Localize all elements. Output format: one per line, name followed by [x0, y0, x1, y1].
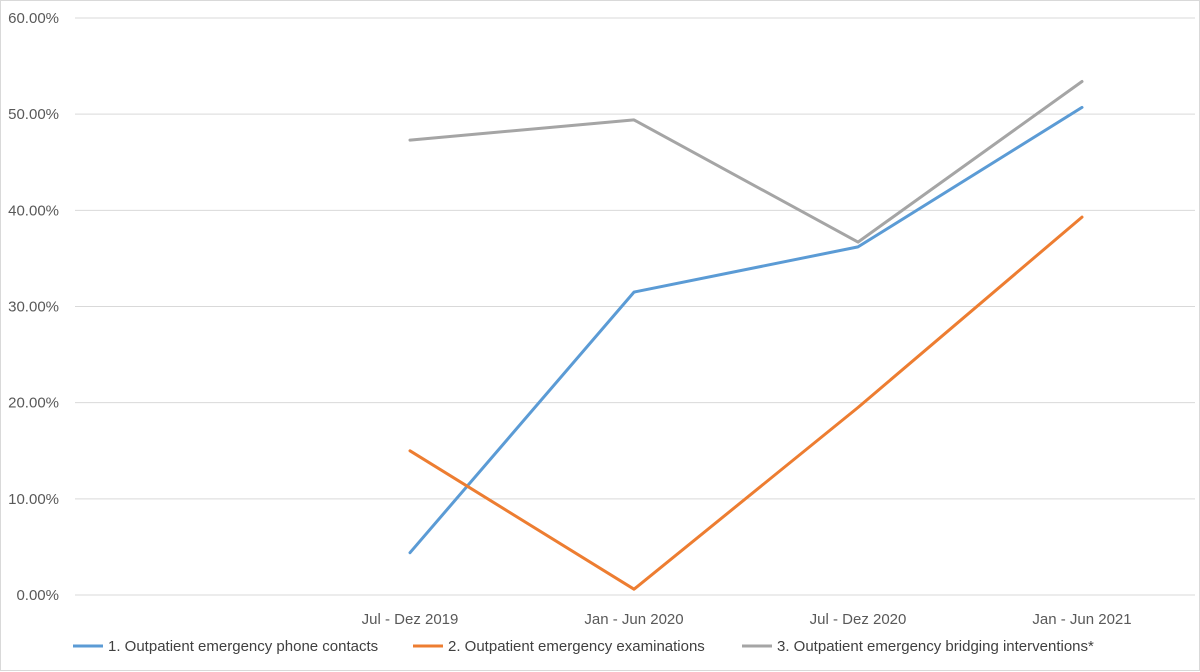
x-tick-label: Jul - Dez 2020 [810, 611, 907, 628]
y-tick-label: 40.00% [8, 202, 59, 219]
y-tick-label: 10.00% [8, 491, 59, 508]
legend-label: 1. Outpatient emergency phone contacts [108, 638, 378, 655]
y-tick-label: 60.00% [8, 10, 59, 27]
legend-label: 3. Outpatient emergency bridging interve… [777, 638, 1094, 655]
y-tick-label: 20.00% [8, 395, 59, 412]
x-axis-ticks: Jul - Dez 2019 Jan - Jun 2020 Jul - Dez 20… [362, 611, 1132, 628]
y-tick-label: 30.00% [8, 299, 59, 316]
legend-entry-3: 3. Outpatient emergency bridging interve… [742, 638, 1094, 655]
x-tick-label: Jan - Jun 2020 [584, 611, 683, 628]
series-lines [408, 80, 1084, 591]
legend-label: 2. Outpatient emergency examinations [448, 638, 705, 655]
series-line-1 [408, 105, 1084, 555]
x-tick-label: Jan - Jun 2021 [1032, 611, 1131, 628]
legend-entry-1: 1. Outpatient emergency phone contacts [73, 638, 378, 655]
series-line-3 [408, 80, 1084, 244]
legend-entry-2: 2. Outpatient emergency examinations [413, 638, 705, 655]
gridlines [75, 17, 1195, 596]
x-tick-label: Jul - Dez 2019 [362, 611, 459, 628]
y-tick-label: 50.00% [8, 106, 59, 123]
legend: 1. Outpatient emergency phone contacts 2.… [73, 638, 1094, 655]
series-line-2 [408, 215, 1084, 591]
y-axis-ticks: 0.00% 10.00% 20.00% 30.00% 40.00% 50.00% 60.00… [8, 10, 59, 604]
y-tick-label: 0.00% [16, 587, 59, 604]
